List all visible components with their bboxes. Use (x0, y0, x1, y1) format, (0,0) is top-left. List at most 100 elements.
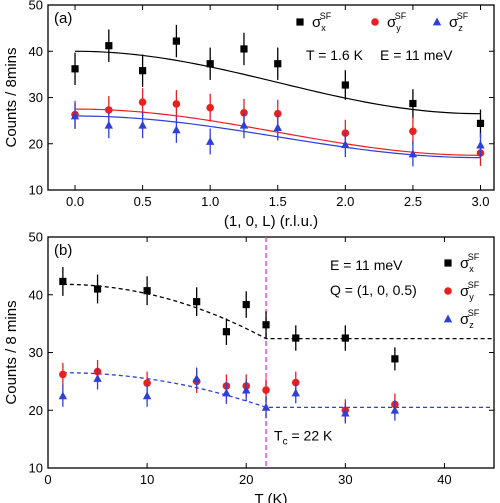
plot-frame (47, 236, 495, 469)
data-point (341, 81, 349, 89)
panel-a: 0.0 0.5 1.0 1.5 2.0 2.5 3.0 10 20 30 40 50 (1, 0, L)… (3, 0, 495, 230)
data-point (444, 259, 452, 267)
data-point (206, 103, 214, 112)
data-point (390, 405, 400, 414)
legend-label: σzSF (449, 11, 469, 33)
x-axis-label: (1, 0, L) (r.l.u.) (224, 213, 318, 230)
data-point (274, 60, 282, 68)
y-tick-label: 40 (29, 44, 43, 59)
x-tick-label: 3.0 (471, 194, 489, 209)
data-point (262, 321, 270, 329)
data-point (444, 287, 452, 295)
data-point (222, 328, 230, 336)
data-point (262, 386, 270, 394)
fit-curve (62, 283, 494, 340)
data-point (143, 287, 151, 295)
data-point (58, 391, 68, 400)
data-point (409, 127, 417, 136)
data-point (93, 285, 102, 293)
data-point (371, 18, 379, 26)
data-point (341, 140, 350, 149)
legend-label: σxSF (460, 252, 480, 274)
data-point (240, 45, 248, 53)
data-point (143, 379, 151, 387)
fit-curve (62, 372, 494, 409)
data-point (105, 42, 113, 50)
data-point (239, 120, 249, 129)
data-point (242, 385, 251, 394)
x-tick-label: 0.5 (134, 194, 152, 209)
y-tick-label: 40 (29, 287, 43, 302)
panel-label: (a) (54, 10, 72, 27)
annotation-energy: E = 11 meV (380, 47, 453, 63)
data-point (242, 300, 250, 309)
legend-label: σxSF (312, 11, 332, 33)
data-point (206, 60, 214, 68)
y-tick-label: 20 (29, 136, 43, 151)
x-tick-label: 0.0 (66, 194, 84, 209)
data-point (104, 120, 114, 129)
x-tick-label: 30 (338, 472, 352, 487)
data-point (476, 140, 485, 149)
data-point (70, 111, 80, 120)
data-point (59, 370, 67, 379)
data-point (192, 373, 201, 382)
data-point (476, 119, 485, 127)
tc-label: Tc = 22 K (274, 427, 333, 447)
data-point (105, 106, 113, 114)
data-point (341, 408, 350, 417)
data-point (391, 355, 399, 363)
y-tick-label: 50 (29, 230, 43, 245)
legend-label: σzSF (460, 308, 480, 330)
data-point (172, 125, 181, 134)
x-tick-label: 0 (44, 472, 51, 487)
y-tick-label: 30 (29, 345, 43, 360)
panel-label: (b) (54, 242, 72, 259)
x-tick-label: 2.0 (336, 194, 354, 209)
legend-label: σySF (387, 11, 407, 33)
data-point (222, 388, 231, 397)
x-tick-label: 10 (140, 472, 154, 487)
data-point (205, 136, 215, 145)
data-point (292, 334, 300, 342)
legend-label: σySF (460, 280, 480, 302)
x-tick-label: 2.5 (404, 194, 422, 209)
annotation-temperature: T = 1.6 K (306, 47, 364, 63)
data-point (172, 37, 180, 45)
data-point (172, 100, 181, 108)
data-point (142, 391, 152, 400)
x-axis-label: T (K) (254, 491, 287, 503)
annotation-energy: E = 11 meV (330, 257, 403, 273)
data-point (261, 402, 271, 411)
data-point (408, 149, 418, 158)
data-point (443, 314, 453, 323)
x-tick-label: 20 (239, 472, 253, 487)
data-point (273, 123, 282, 131)
y-tick-label: 10 (29, 183, 43, 198)
data-point (193, 298, 201, 306)
data-point (409, 99, 417, 108)
x-tick-label: 1.0 (201, 194, 219, 209)
y-axis-label: Counts / 8 mins (3, 300, 20, 404)
data-point (273, 109, 282, 118)
data-point (138, 120, 147, 129)
data-point (296, 18, 304, 26)
plot-frame (47, 4, 495, 191)
x-tick-label: 40 (437, 472, 451, 487)
x-tick-label: 1.5 (269, 194, 287, 209)
y-tick-label: 20 (29, 403, 43, 418)
data-point (291, 388, 300, 397)
data-point (93, 373, 102, 382)
data-point (341, 334, 349, 342)
y-axis-label: Counts / 8mins (3, 47, 20, 147)
y-tick-label: 10 (29, 461, 43, 476)
data-point (139, 67, 147, 75)
annotation-q: Q = (1, 0, 0.5) (330, 282, 417, 298)
y-tick-label: 50 (29, 0, 43, 13)
data-point (59, 277, 67, 286)
data-point (71, 65, 79, 73)
y-tick-label: 30 (29, 90, 43, 105)
data-point (432, 17, 442, 26)
